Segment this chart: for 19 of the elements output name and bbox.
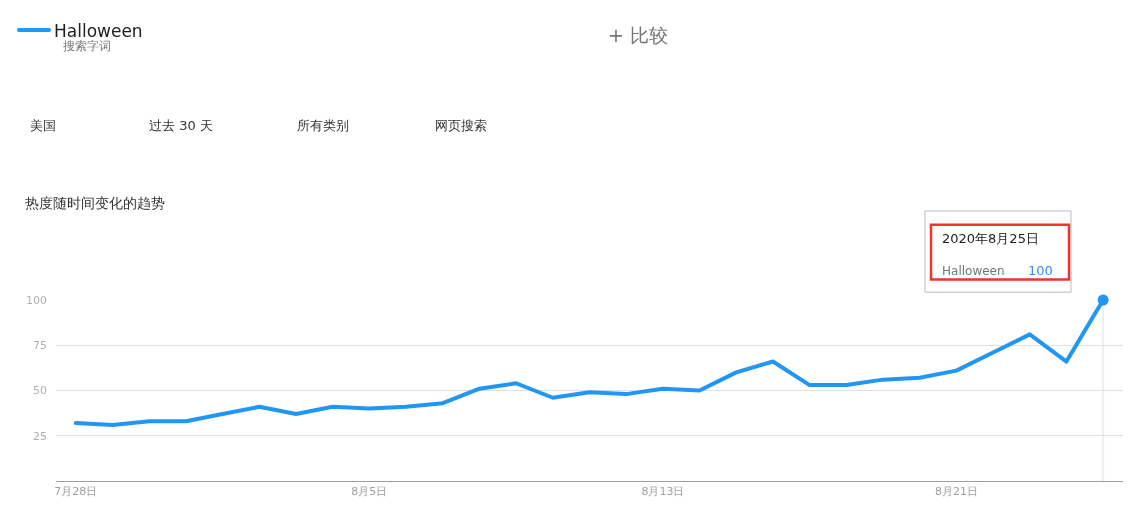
- y-tick-label: 25: [33, 429, 47, 443]
- y-tick-label: 50: [33, 384, 47, 398]
- text: 过去 30 天: [149, 118, 213, 133]
- text: 所有类别: [297, 118, 349, 133]
- y-tick-label: 100: [26, 293, 47, 307]
- text: 100: [1028, 263, 1053, 278]
- x-tick-label: 8月5日: [351, 485, 388, 499]
- text: 网页搜索: [435, 118, 487, 133]
- legend-label: Halloween: [54, 20, 143, 41]
- text: 美国: [30, 118, 56, 133]
- chart-title: 热度随时间变化的趋势: [25, 194, 165, 211]
- text: 搜索字词: [63, 39, 111, 53]
- x-tick-label: 8月21日: [934, 485, 978, 499]
- text: 2020年8月25日: [942, 231, 1039, 246]
- y-tick-label: 75: [33, 339, 47, 353]
- text: Halloween: [942, 264, 1005, 278]
- text: + 比较: [608, 24, 668, 46]
- x-tick-label: 7月28日: [54, 485, 98, 499]
- x-tick-label: 8月13日: [641, 485, 685, 499]
